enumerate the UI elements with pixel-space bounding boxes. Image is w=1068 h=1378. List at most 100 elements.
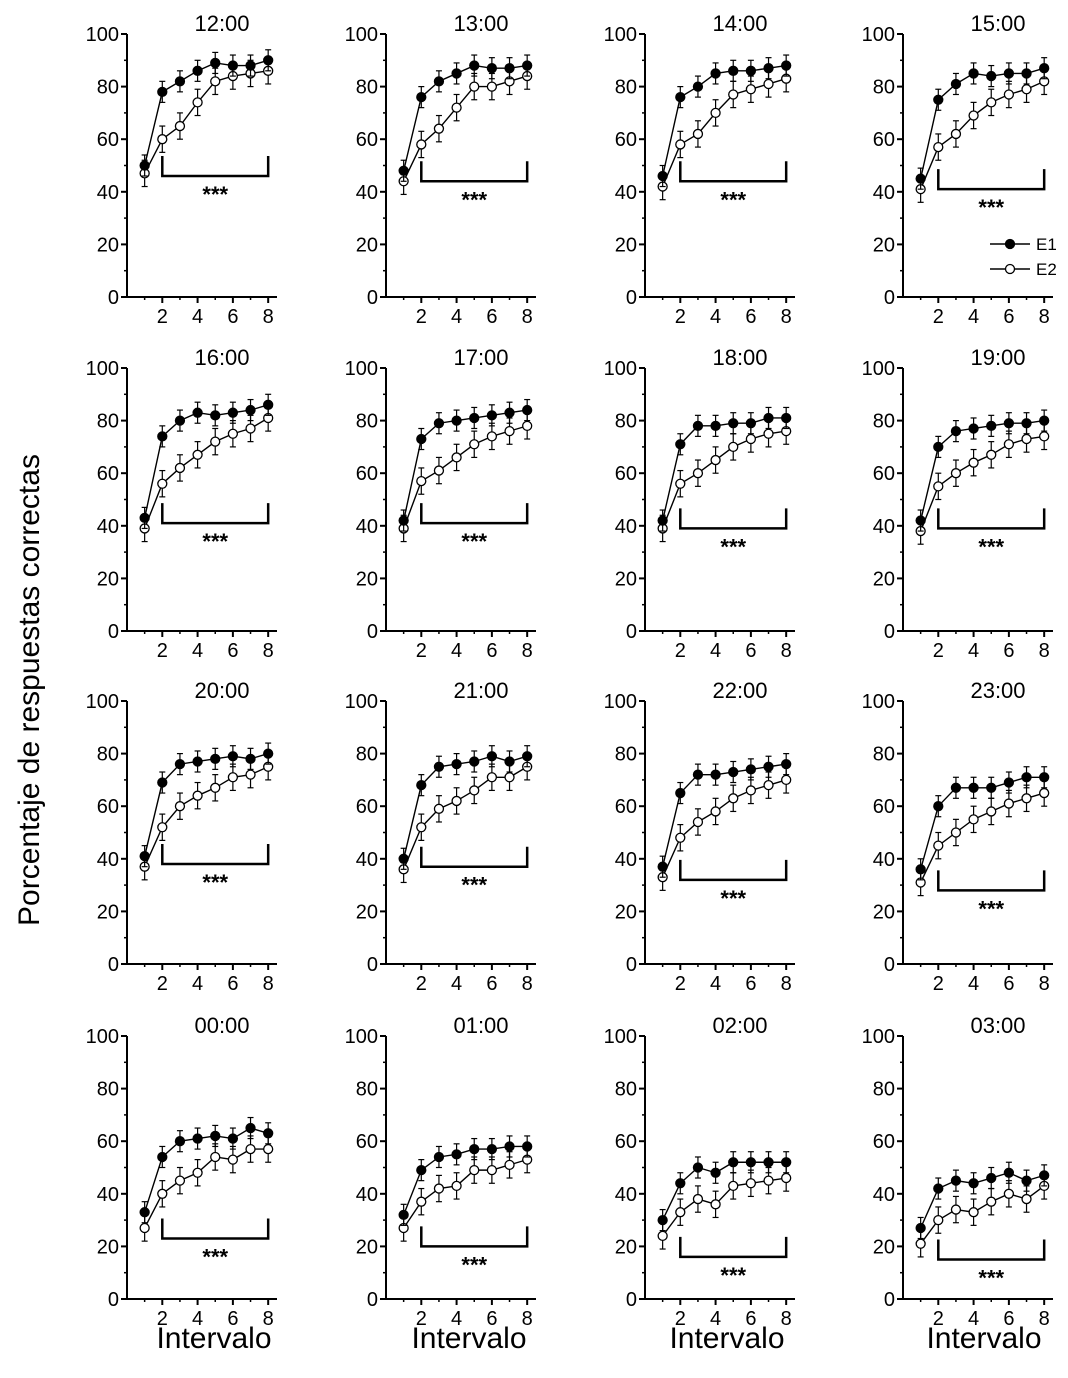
- data-point-e2: [157, 478, 168, 489]
- data-point-e1: [1021, 772, 1032, 783]
- y-tick-label: 100: [86, 24, 119, 46]
- panel-2100: 21:00 0 20 40 60 80 100 2 4 6 8 ***: [345, 678, 536, 995]
- y-tick-label: 60: [97, 463, 119, 485]
- panel-1800: 18:00 0 20 40 60 80 100 2 4 6 8 ***: [604, 345, 795, 662]
- data-point-e2: [710, 454, 721, 466]
- data-point-e1: [227, 60, 239, 71]
- data-point-e1: [398, 853, 409, 864]
- x-tick-label: 4: [451, 640, 462, 662]
- data-point-e1: [245, 404, 256, 416]
- x-tick-label: 8: [781, 973, 792, 995]
- data-point-e1: [433, 1151, 445, 1163]
- data-point-e2: [933, 840, 944, 851]
- data-point-e1: [210, 410, 221, 421]
- significance-label: ***: [202, 529, 228, 554]
- y-tick-label: 0: [884, 954, 895, 976]
- data-point-e1: [227, 407, 239, 418]
- data-point-e1: [192, 65, 203, 76]
- data-point-e1: [675, 439, 686, 450]
- y-tick-label: 100: [604, 24, 637, 46]
- data-point-e2: [745, 1178, 757, 1189]
- data-point-e2: [657, 1230, 668, 1242]
- legend-marker-e1: [1004, 238, 1016, 250]
- data-point-e1: [728, 766, 739, 778]
- data-point-e1: [1039, 415, 1050, 426]
- y-tick-label: 100: [604, 691, 637, 713]
- data-point-e1: [263, 1128, 274, 1139]
- data-point-e2: [692, 816, 704, 828]
- data-point-e1: [157, 1151, 168, 1163]
- data-point-e2: [745, 84, 757, 95]
- x-tick-label: 2: [675, 640, 686, 662]
- data-point-e1: [915, 173, 926, 184]
- data-point-e1: [263, 748, 274, 759]
- y-tick-label: 20: [873, 901, 895, 923]
- data-point-e1: [781, 60, 792, 71]
- panel-1600: 16:00 0 20 40 60 80 100 2 4 6 8 ***: [86, 345, 277, 662]
- y-tick-label: 100: [86, 358, 119, 380]
- y-tick-label: 40: [356, 849, 378, 871]
- data-point-e1: [657, 515, 668, 526]
- x-tick-label: 6: [745, 306, 756, 328]
- y-tick-label: 80: [873, 744, 895, 766]
- y-tick-label: 100: [862, 24, 895, 46]
- panel-title: 00:00: [194, 1013, 249, 1038]
- data-point-e2: [933, 481, 944, 492]
- x-tick-label: 2: [157, 306, 168, 328]
- data-point-e1: [139, 1207, 150, 1218]
- data-point-e1: [968, 782, 979, 793]
- data-point-e1: [504, 63, 515, 74]
- significance-bracket: [161, 503, 270, 525]
- y-tick-label: 0: [626, 954, 637, 976]
- data-point-e2: [915, 1238, 926, 1249]
- significance-bracket: [161, 156, 270, 178]
- data-point-e2: [157, 822, 168, 833]
- x-tick-label: 2: [157, 1308, 168, 1330]
- x-tick-label: 4: [192, 973, 203, 995]
- data-point-e2: [469, 439, 480, 450]
- y-tick-label: 40: [356, 516, 378, 538]
- significance-bracket: [420, 161, 529, 183]
- data-point-e1: [451, 415, 462, 426]
- y-tick-label: 80: [356, 411, 378, 433]
- data-point-e2: [950, 827, 962, 838]
- data-point-e1: [763, 412, 774, 424]
- data-point-e2: [157, 134, 168, 145]
- data-point-e1: [657, 1214, 668, 1226]
- x-tick-label: 4: [710, 640, 721, 662]
- y-tick-label: 40: [356, 1184, 378, 1206]
- data-point-e2: [174, 801, 186, 812]
- data-point-e2: [469, 785, 480, 796]
- data-point-e2: [1021, 793, 1032, 804]
- data-point-e1: [745, 65, 757, 76]
- y-tick-label: 0: [108, 287, 119, 309]
- data-point-e2: [416, 475, 427, 487]
- panel-1200: 12:00 0 20 40 60 80 100 2 4 6 8 ***: [86, 11, 277, 328]
- x-tick-label: 6: [227, 306, 238, 328]
- data-point-e1: [192, 407, 203, 418]
- data-point-e2: [950, 1204, 962, 1215]
- data-point-e1: [210, 753, 221, 765]
- y-tick-label: 100: [604, 358, 637, 380]
- y-tick-label: 60: [356, 796, 378, 818]
- data-point-e2: [745, 433, 757, 445]
- y-tick-label: 20: [356, 234, 378, 256]
- data-point-e1: [657, 861, 668, 872]
- panel-title: 22:00: [712, 678, 767, 703]
- y-tick-label: 100: [345, 24, 378, 46]
- data-point-e2: [950, 468, 962, 479]
- y-tick-label: 0: [108, 954, 119, 976]
- data-point-e2: [486, 431, 498, 442]
- data-point-e1: [245, 60, 256, 71]
- y-tick-label: 60: [356, 463, 378, 485]
- panel-title: 13:00: [453, 11, 508, 36]
- y-tick-label: 80: [615, 744, 637, 766]
- y-tick-label: 80: [356, 744, 378, 766]
- data-point-e2: [728, 793, 739, 804]
- data-point-e1: [915, 515, 926, 526]
- x-tick-label: 6: [227, 973, 238, 995]
- x-tick-label: 8: [1039, 306, 1050, 328]
- x-tick-label: 8: [263, 1308, 274, 1330]
- y-tick-label: 40: [97, 1184, 119, 1206]
- data-point-e2: [1003, 89, 1015, 100]
